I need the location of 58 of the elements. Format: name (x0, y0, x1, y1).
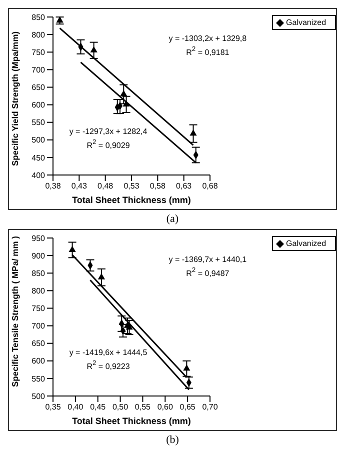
x-tick-label: 0,55 (134, 402, 152, 412)
point (98, 273, 106, 280)
point (190, 129, 197, 136)
y-tick-label: 700 (32, 66, 46, 75)
x-tick-label: 0,48 (98, 182, 114, 191)
y-tick-label: 750 (32, 48, 46, 57)
annotation: y = -1419,6x + 1444,5 (69, 348, 148, 358)
y-tick-label: 600 (32, 356, 46, 366)
point (68, 246, 76, 252)
y-tick-label: 800 (32, 286, 46, 296)
y-tick-label: 550 (32, 118, 46, 128)
annotation: R$^{2}$ = 0,9181 (186, 46, 230, 57)
text: (a) (165, 213, 180, 225)
x-tick-label: 0,43 (71, 182, 88, 191)
y-tick-label: 550 (32, 374, 46, 384)
y-tick-label: 800 (32, 30, 46, 40)
x-axis-title: Total Sheet Thickness (mm) (72, 195, 191, 205)
annotation: R$^{2}$ = 0,9029 (86, 139, 130, 150)
point (90, 46, 98, 52)
legend-label: Galvanized (286, 239, 326, 248)
x-tick-label: 0,63 (176, 182, 192, 191)
y-tick-label: 850 (32, 12, 46, 22)
y-tick-label: 750 (32, 304, 46, 314)
x-tick-label: 0,53 (124, 182, 140, 191)
x-tick-label: 0,60 (157, 402, 174, 412)
x-tick-label: 0,58 (150, 182, 166, 191)
legend-label: Galvanized (286, 18, 326, 27)
x-tick-label: 0,65 (180, 402, 196, 412)
annotation: y = -1303,2x + 1329,8 (168, 34, 247, 44)
y-tick-label: 450 (32, 153, 46, 162)
y-tick-label: 700 (32, 322, 46, 331)
x-axis-title: Total Sheet Thickness (mm) (72, 416, 191, 426)
x-tick-label: 0,50 (112, 402, 129, 412)
annotation: R$^{2}$ = 0,9223 (86, 360, 130, 371)
y-tick-label: 950 (32, 234, 46, 243)
y-axis-title: Specific Yield Strength (Mpa/mm) (10, 31, 20, 166)
x-tick-label: 0,70 (202, 402, 218, 412)
x-tick-label: 0,38 (45, 182, 62, 191)
x-tick-label: 0,40 (68, 402, 84, 412)
x-tick-label: 0,45 (90, 402, 106, 412)
annotation: y = -1297,3x + 1282,4 (69, 127, 148, 136)
y-tick-label: 400 (32, 170, 46, 180)
y-axis-title: Specific Tensile Strength ( MPa/ mm ) (10, 236, 20, 387)
annotation: y = -1369,7x + 1440,1 (168, 255, 247, 264)
y-tick-label: 650 (32, 339, 46, 348)
x-tick-label: 0,68 (202, 182, 218, 191)
x-tick-label: 0,35 (45, 402, 62, 412)
point (183, 364, 190, 371)
y-tick-label: 500 (32, 392, 46, 401)
y-tick-label: 900 (32, 251, 46, 260)
y-tick-label: 600 (32, 100, 46, 110)
point (120, 90, 128, 96)
y-tick-label: 650 (32, 83, 46, 92)
y-tick-label: 500 (32, 136, 46, 145)
y-tick-label: 850 (32, 268, 46, 278)
point (122, 100, 130, 106)
text: (b) (165, 434, 180, 446)
annotation: R$^{2}$ = 0,9487 (186, 266, 230, 278)
